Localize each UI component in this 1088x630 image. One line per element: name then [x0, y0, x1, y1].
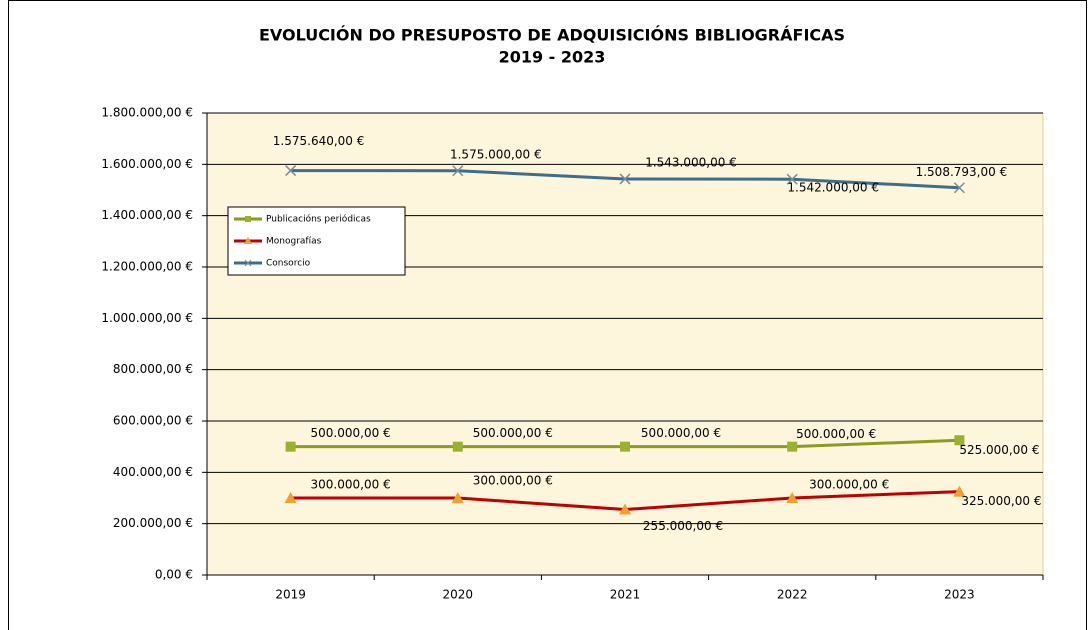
- marker: [285, 165, 297, 177]
- data-label: 525.000,00 €: [959, 443, 1039, 457]
- marker: [620, 441, 630, 452]
- data-label: 500.000,00 €: [796, 427, 876, 441]
- data-label: 500.000,00 €: [473, 426, 553, 440]
- marker: [452, 441, 463, 452]
- marker: [619, 503, 631, 515]
- marker: [787, 441, 798, 452]
- data-label: 325.000,00 €: [961, 494, 1041, 508]
- frame: [8, 0, 1087, 630]
- x-tick-label: 2020: [443, 588, 474, 602]
- legend-marker: [244, 259, 252, 267]
- marker: [619, 173, 631, 185]
- data-label: 500.000,00 €: [641, 426, 721, 440]
- y-tick-label: 1.600.000,00 €: [101, 157, 193, 171]
- marker: [285, 441, 296, 452]
- x-tick-label: 2021: [610, 588, 641, 602]
- x-tick-label: 2023: [944, 588, 975, 602]
- marker: [953, 182, 965, 194]
- data-label: 1.508.793,00 €: [916, 165, 1008, 179]
- data-label: 500.000,00 €: [311, 426, 391, 440]
- y-tick-label: 1.800.000,00 €: [101, 106, 193, 120]
- y-tick-label: 0,00 €: [155, 568, 193, 582]
- y-tick-label: 1.200.000,00 €: [101, 260, 193, 274]
- data-label: 300.000,00 €: [473, 474, 553, 488]
- marker: [953, 485, 966, 497]
- legend-marker: [244, 237, 252, 244]
- legend-label: Monografías: [266, 237, 322, 247]
- x-tick-label: 2022: [777, 588, 808, 602]
- y-tick-label: 800.000,00 €: [113, 362, 193, 376]
- chart-title: EVOLUCIÓN DO PRESUPOSTO DE ADQUISICIÓNS …: [259, 26, 845, 45]
- marker: [954, 435, 965, 446]
- data-label: 300.000,00 €: [809, 478, 889, 492]
- marker: [786, 173, 798, 185]
- chart-subtitle: 2019 - 2023: [499, 48, 606, 67]
- marker: [284, 492, 297, 503]
- legend-label: Publicacións periódicas: [266, 214, 371, 225]
- marker: [451, 492, 464, 503]
- data-label: 1.575.640,00 €: [273, 134, 365, 148]
- data-label: 1.542.000,00 €: [787, 181, 879, 195]
- x-tick-label: 2019: [275, 588, 306, 602]
- y-tick-label: 1.400.000,00 €: [101, 208, 193, 222]
- legend-marker: [245, 216, 251, 222]
- data-label: 255.000,00 €: [643, 519, 723, 533]
- y-tick-label: 600.000,00 €: [113, 414, 193, 428]
- data-label: 1.575.000,00 €: [450, 147, 542, 161]
- marker: [452, 165, 464, 177]
- data-label: 300.000,00 €: [311, 478, 391, 492]
- legend-label: Consorcio: [266, 259, 311, 269]
- y-tick-label: 400.000,00 €: [113, 465, 193, 479]
- y-tick-label: 200.000,00 €: [113, 516, 193, 530]
- marker: [786, 492, 799, 503]
- y-tick-label: 1.000.000,00 €: [101, 311, 193, 325]
- data-label: 1.543.000,00 €: [645, 155, 737, 169]
